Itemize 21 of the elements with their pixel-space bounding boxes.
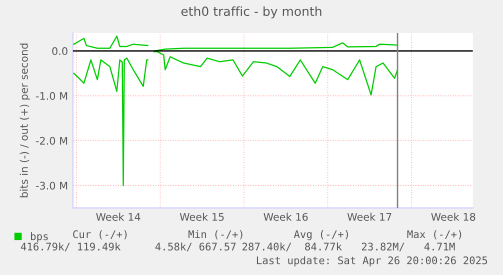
text: 287.40k/ 84.77k xyxy=(242,242,342,252)
y-axis-title: bits in (-) / out (+) per second xyxy=(20,44,30,198)
x-tick-label: Week 15 xyxy=(180,212,224,221)
x-tick-label: Week 16 xyxy=(264,212,308,221)
x-tick-label: Week 14 xyxy=(96,212,140,221)
chart-title: eth0 traffic - by month xyxy=(181,6,322,18)
legend-label: bps xyxy=(31,232,48,242)
y-tick-label: -1.0 M xyxy=(36,92,68,100)
y-tick-label: -2.0 M xyxy=(36,136,68,145)
x-tick-label: Week 17 xyxy=(347,212,392,221)
y-tick-label: 0.0 xyxy=(52,47,68,56)
text: 4.58k/ 667.57 xyxy=(155,242,236,252)
text: 23.82M/ 4.71M xyxy=(362,242,455,252)
x-tick-label: Week 18 xyxy=(431,212,476,221)
text: Max (-/+) xyxy=(407,230,462,240)
text: Avg (-/+) xyxy=(294,230,348,240)
text: Last update: Sat Apr 26 20:00:26 2025 xyxy=(256,256,488,266)
text: Cur (-/+) xyxy=(73,230,127,240)
y-tick-label: -3.0 M xyxy=(36,182,68,190)
text: Min (-/+) xyxy=(188,230,242,240)
text: 416.79k/ 119.49k xyxy=(20,242,121,252)
